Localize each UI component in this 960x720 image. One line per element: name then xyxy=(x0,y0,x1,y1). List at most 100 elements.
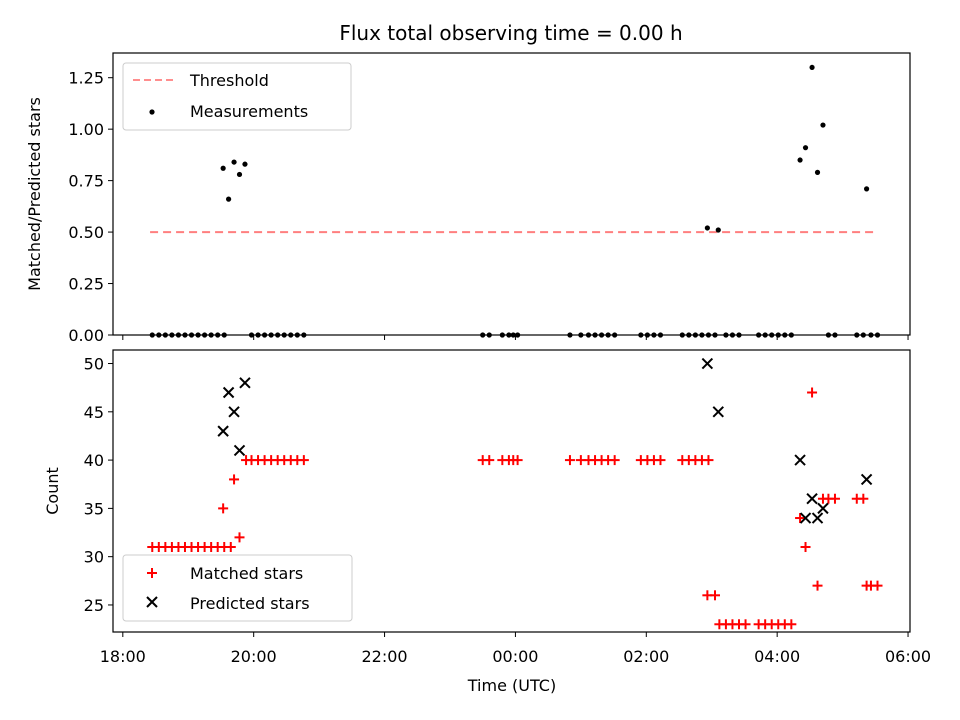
legend-threshold-label: Threshold xyxy=(189,71,269,90)
y-tick-label: 30 xyxy=(84,548,104,567)
top-y-axis-ticks: 0.00 0.25 0.50 0.75 1.00 1.25 xyxy=(68,69,113,345)
matched-star-marker xyxy=(218,503,229,514)
predicted-star-marker xyxy=(239,377,251,389)
marker-stroke xyxy=(222,386,235,399)
x-tick-label: 04:00 xyxy=(754,647,800,666)
matched-star-marker xyxy=(229,474,240,485)
x-axis-label: Time (UTC) xyxy=(467,676,556,695)
predicted-star-marker xyxy=(794,454,806,466)
top-panel: 0.00 0.25 0.50 0.75 1.00 1.25 Matched/Predict… xyxy=(25,52,911,345)
top-legend: Threshold Measurements xyxy=(122,62,352,131)
matched-star-marker xyxy=(795,513,806,524)
top-axes-frame xyxy=(112,52,911,336)
marker-stroke xyxy=(712,406,724,418)
top-y-axis-label: Matched/Predicted stars xyxy=(25,97,44,291)
measurement-point xyxy=(704,225,710,231)
measurement-point xyxy=(715,227,721,233)
y-tick-label: 1.00 xyxy=(68,120,104,139)
measurement-point xyxy=(820,122,826,128)
y-tick-label: 0.25 xyxy=(68,275,104,294)
predicted-star-marker xyxy=(701,357,714,370)
measurement-point xyxy=(797,157,803,163)
bottom-plot-area xyxy=(147,357,883,630)
marker-stroke xyxy=(239,377,251,389)
marker-stroke xyxy=(228,406,240,418)
matched-star-marker xyxy=(484,455,495,466)
predicted-star-marker xyxy=(222,386,235,399)
matched-star-marker xyxy=(740,619,751,630)
legend-measurements-label: Measurements xyxy=(190,102,308,121)
predicted-star-marker xyxy=(712,406,724,418)
predicted-star-marker xyxy=(811,512,824,524)
y-tick-label: 50 xyxy=(84,355,104,374)
matched-star-marker xyxy=(807,387,818,398)
measurement-point xyxy=(231,159,237,165)
chart-title: Flux total observing time = 0.00 h xyxy=(339,21,682,45)
predicted-star-marker xyxy=(860,473,873,486)
y-tick-label: 0.50 xyxy=(68,223,104,242)
legend-measurements-marker xyxy=(149,109,155,115)
measurement-point xyxy=(220,165,226,171)
marker-stroke xyxy=(794,454,806,466)
measurement-point xyxy=(242,161,248,167)
x-tick-label: 02:00 xyxy=(623,647,669,666)
y-tick-label: 40 xyxy=(84,451,104,470)
legend-matched-label: Matched stars xyxy=(190,564,303,583)
predicted-star-marker xyxy=(233,444,246,457)
marker-stroke xyxy=(806,493,818,505)
matched-star-marker xyxy=(858,493,869,504)
measurement-point xyxy=(809,64,815,71)
legend-predicted-marker xyxy=(146,596,158,608)
marker-stroke xyxy=(701,357,714,370)
matched-star-marker xyxy=(655,455,666,466)
legend-matched-marker xyxy=(147,568,157,578)
marker-stroke xyxy=(799,512,812,524)
y-tick-label: 0.75 xyxy=(68,172,104,191)
matched-star-marker xyxy=(703,455,714,466)
measurement-point xyxy=(814,169,821,175)
marker-stroke xyxy=(217,425,229,437)
bottom-y-axis-label: Count xyxy=(43,467,62,515)
bottom-legend: Matched stars Predicted stars xyxy=(122,554,353,622)
legend-predicted-label: Predicted stars xyxy=(190,594,310,613)
matched-star-marker xyxy=(225,542,236,553)
predicted-star-marker xyxy=(817,502,829,515)
matched-star-marker xyxy=(829,493,840,504)
marker-stroke xyxy=(811,512,824,524)
measurement-point xyxy=(863,186,870,192)
marker-stroke xyxy=(817,502,829,515)
matched-star-marker xyxy=(512,455,523,466)
x-tick-label: 18:00 xyxy=(100,647,146,666)
top-legend-box xyxy=(122,62,352,131)
predicted-star-marker xyxy=(228,406,240,418)
measurement-point xyxy=(802,145,809,151)
y-tick-label: 0.00 xyxy=(68,326,104,345)
predicted-star-marker xyxy=(806,493,818,505)
y-tick-label: 45 xyxy=(84,403,104,422)
measurement-point xyxy=(226,196,232,202)
x-tick-label: 06:00 xyxy=(885,647,931,666)
predicted-star-marker xyxy=(799,512,812,524)
matched-star-marker xyxy=(786,619,797,630)
matched-star-marker xyxy=(812,580,823,591)
matched-star-marker xyxy=(234,532,245,543)
bottom-legend-box xyxy=(122,554,353,622)
matched-star-marker xyxy=(710,590,721,601)
bottom-y-axis-ticks: 25 30 35 40 45 50 xyxy=(84,355,113,615)
matched-star-marker xyxy=(298,455,309,466)
top-x-axis-ticks xyxy=(122,335,909,340)
matched-star-marker xyxy=(564,455,575,466)
x-tick-label: 20:00 xyxy=(231,647,277,666)
y-tick-label: 25 xyxy=(84,596,104,615)
matched-star-marker xyxy=(609,455,620,466)
y-tick-label: 1.25 xyxy=(68,69,104,88)
bottom-x-axis-ticks: 18:00 20:00 22:00 00:00 02:00 04:00 06:00 xyxy=(100,632,931,666)
matched-star-marker xyxy=(872,580,883,591)
x-tick-label: 00:00 xyxy=(492,647,538,666)
marker-stroke xyxy=(860,473,873,486)
matched-star-marker xyxy=(800,542,811,553)
measurement-point xyxy=(236,171,243,178)
bottom-axes-frame xyxy=(112,349,911,633)
y-tick-label: 35 xyxy=(84,499,104,518)
